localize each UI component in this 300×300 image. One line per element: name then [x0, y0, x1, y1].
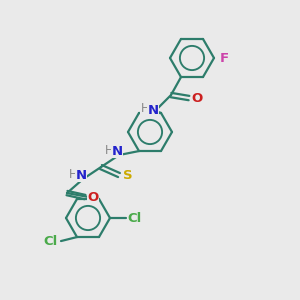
Text: H: H — [105, 144, 113, 157]
Text: O: O — [191, 92, 203, 105]
Text: O: O — [87, 190, 99, 204]
Text: N: N — [111, 145, 123, 158]
Text: N: N — [75, 169, 87, 182]
Text: H: H — [141, 102, 149, 115]
Text: Cl: Cl — [44, 235, 58, 248]
Text: S: S — [123, 169, 133, 182]
Text: N: N — [147, 103, 159, 117]
Text: H: H — [69, 168, 77, 181]
Text: Cl: Cl — [128, 212, 142, 224]
Text: F: F — [219, 52, 229, 64]
